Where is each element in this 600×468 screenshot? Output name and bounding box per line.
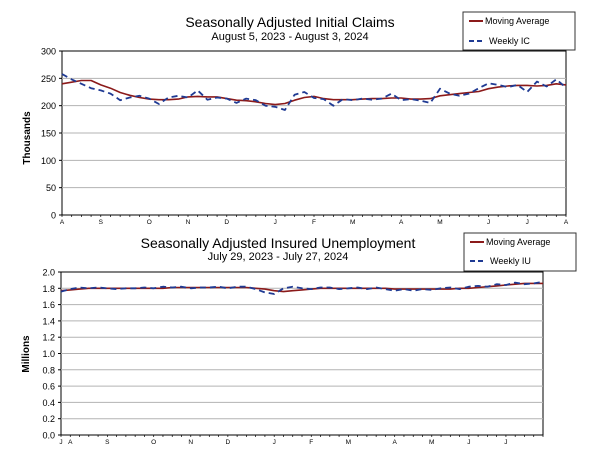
x-tick-label: A xyxy=(564,219,569,226)
x-tick-label: A xyxy=(399,219,404,226)
x-tick-label: D xyxy=(225,439,230,446)
y-tick-label: 1.4 xyxy=(42,316,55,326)
legend-moving-average-label: Moving Average xyxy=(485,16,549,26)
initial-claims-chart: Seasonally Adjusted Initial Claims Augus… xyxy=(22,11,576,226)
y-tick-label: 100 xyxy=(41,156,56,166)
x-tick-label: A xyxy=(68,439,73,446)
legend-weekly-label: Weekly IC xyxy=(489,36,530,46)
x-tick-label: M xyxy=(346,439,351,446)
gridlines xyxy=(61,287,543,420)
x-tick-label: J xyxy=(504,439,507,446)
y-tick-label: 0.6 xyxy=(42,382,55,392)
y-axis-ticks: 0.0 0.2 0.4 0.6 0.8 1.0 1.2 1.4 1.6 1.8 2.0 xyxy=(42,268,61,441)
y-axis-label: Millions xyxy=(21,335,32,373)
y-tick-label: 1.0 xyxy=(42,349,55,359)
y-tick-label: 250 xyxy=(41,74,56,84)
x-tick-label: J xyxy=(487,219,490,226)
chart-title: Seasonally Adjusted Insured Unemployment xyxy=(141,235,416,251)
y-tick-label: 1.2 xyxy=(42,333,55,343)
y-tick-label: 0.0 xyxy=(42,431,55,441)
y-tick-label: 0.8 xyxy=(42,365,55,375)
x-tick-label: N xyxy=(186,219,191,226)
x-tick-label: D xyxy=(224,219,229,226)
y-axis-label: Thousands xyxy=(22,111,33,165)
insured-unemployment-chart: Seasonally Adjusted Insured Unemployment… xyxy=(21,232,577,446)
x-tick-label: J xyxy=(273,439,276,446)
moving-average-series-line xyxy=(61,79,567,106)
x-tick-label: M xyxy=(429,439,434,446)
y-tick-label: 50 xyxy=(46,183,56,193)
y-tick-label: 1.6 xyxy=(42,300,55,310)
x-tick-label: A xyxy=(60,219,65,226)
y-tick-label: 150 xyxy=(41,129,56,139)
legend-box xyxy=(463,232,577,272)
legend-moving-average-label: Moving Average xyxy=(486,237,550,247)
series-lines xyxy=(61,73,567,111)
x-tick-label: S xyxy=(105,439,110,446)
y-axis-ticks: 0 50 100 150 200 250 300 xyxy=(41,47,62,221)
x-tick-label: M xyxy=(437,219,442,226)
y-tick-label: 0.2 xyxy=(42,414,55,424)
x-tick-label: N xyxy=(188,439,193,446)
x-tick-label: F xyxy=(312,219,316,226)
x-tick-label: J xyxy=(59,439,62,446)
x-tick-label: F xyxy=(309,439,313,446)
gridlines xyxy=(62,77,566,189)
x-tick-label: O xyxy=(151,439,156,446)
x-tick-label: A xyxy=(393,439,398,446)
chart-subtitle: July 29, 2023 - July 27, 2024 xyxy=(208,251,349,263)
x-tick-label: J xyxy=(274,219,277,226)
chart-legend: Moving Average Weekly IU xyxy=(463,232,577,272)
y-tick-label: 200 xyxy=(41,101,56,111)
weekly-series-line xyxy=(60,280,544,295)
chart-legend: Moving Average Weekly IC xyxy=(462,11,576,51)
x-tick-label: M xyxy=(350,219,355,226)
x-tick-label: J xyxy=(467,439,470,446)
chart-subtitle: August 5, 2023 - August 3, 2024 xyxy=(211,31,368,43)
y-tick-label: 300 xyxy=(41,47,56,57)
x-tick-label: S xyxy=(99,219,104,226)
legend-box xyxy=(462,11,576,51)
y-tick-label: 0 xyxy=(51,211,56,221)
y-tick-label: 0.4 xyxy=(42,398,55,408)
series-lines xyxy=(60,280,544,295)
y-tick-label: 2.0 xyxy=(42,268,55,278)
weekly-series-line xyxy=(61,73,567,111)
x-tick-label: O xyxy=(147,219,152,226)
chart-title: Seasonally Adjusted Initial Claims xyxy=(185,14,394,30)
legend-weekly-label: Weekly IU xyxy=(490,256,531,266)
y-tick-label: 1.8 xyxy=(42,284,55,294)
x-tick-label: J xyxy=(526,219,529,226)
